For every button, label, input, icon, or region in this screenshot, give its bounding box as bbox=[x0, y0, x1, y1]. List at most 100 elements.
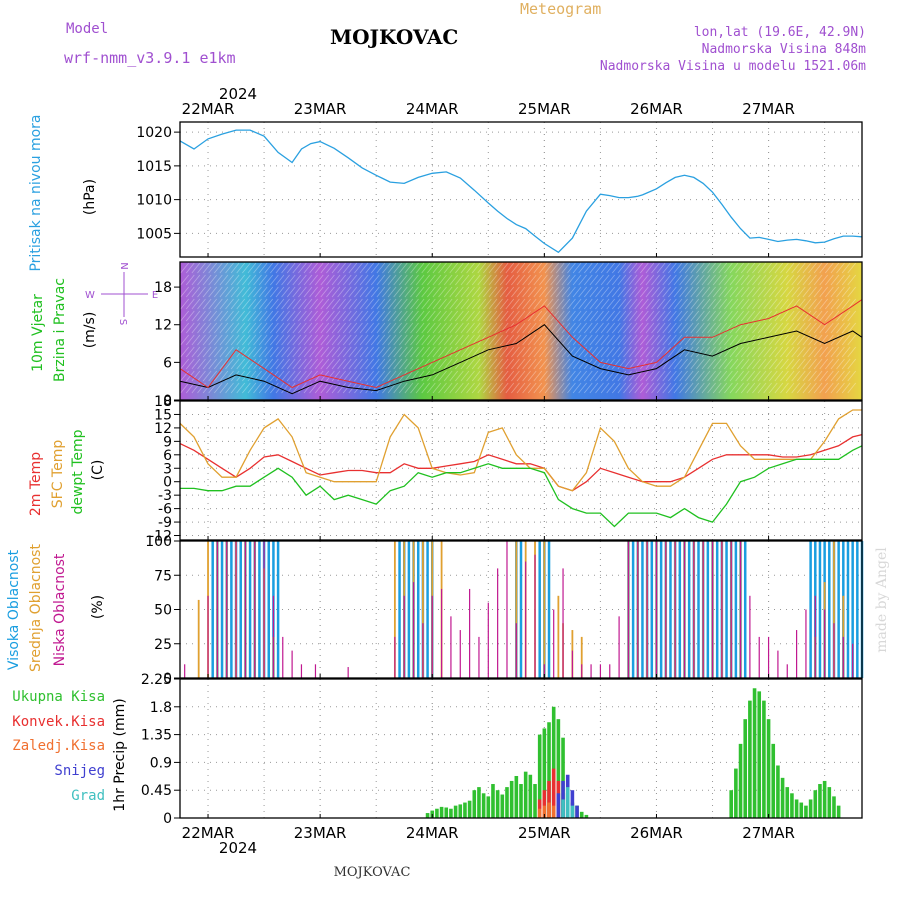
wind-barb bbox=[393, 322, 402, 334]
wind-barb bbox=[595, 286, 604, 298]
cloud-bar-low bbox=[469, 588, 471, 678]
wind-barb bbox=[460, 310, 470, 322]
wind-barb bbox=[494, 370, 503, 382]
wind-barb bbox=[628, 262, 638, 274]
wind-barb bbox=[527, 370, 537, 382]
wind-barb bbox=[208, 358, 218, 370]
wind-barb bbox=[813, 370, 823, 382]
wind-barb bbox=[466, 274, 475, 286]
wind-barb bbox=[202, 346, 212, 358]
wind-barb bbox=[606, 322, 616, 334]
wind-barb bbox=[673, 370, 683, 382]
wind-barb bbox=[303, 334, 313, 346]
wind-barb bbox=[275, 346, 285, 358]
wind-barb bbox=[780, 358, 789, 370]
wind-barb bbox=[398, 334, 408, 346]
wind-barb bbox=[460, 298, 470, 310]
wind-barb bbox=[606, 370, 616, 382]
wind-barb bbox=[729, 334, 739, 346]
wind-barb bbox=[443, 370, 453, 382]
wind-barb bbox=[595, 382, 604, 394]
wind-barb bbox=[393, 286, 402, 298]
wind-barb bbox=[701, 322, 711, 334]
wind-barb bbox=[634, 322, 644, 334]
wind-barb bbox=[595, 298, 604, 310]
wind-barb bbox=[365, 286, 374, 298]
wind-barb bbox=[197, 286, 206, 298]
wind-barb bbox=[774, 370, 784, 382]
wind-barb bbox=[376, 322, 386, 334]
wind-barb bbox=[270, 322, 279, 334]
wind-barb bbox=[432, 346, 442, 358]
model-elevation-info: Nadmorska Visina u modelu 1521.06m bbox=[600, 59, 866, 74]
wind-barb bbox=[342, 346, 352, 358]
wind-barb bbox=[438, 310, 447, 322]
wind-barb bbox=[539, 298, 548, 310]
wind-barb bbox=[191, 298, 201, 310]
wind-barb bbox=[219, 262, 229, 274]
wind-barb bbox=[314, 274, 324, 286]
wind-barb bbox=[847, 358, 857, 370]
wind-barb bbox=[326, 298, 335, 310]
wind-barb bbox=[432, 262, 442, 274]
wind-barb bbox=[757, 310, 767, 322]
wind-barb bbox=[611, 262, 621, 274]
wind-barb bbox=[460, 358, 470, 370]
wind-barb bbox=[337, 298, 346, 310]
wind-barb bbox=[684, 274, 694, 286]
wind-barb bbox=[309, 358, 318, 370]
wind-barb bbox=[735, 358, 744, 370]
wind-barb bbox=[365, 382, 374, 394]
wind-barb bbox=[298, 310, 307, 322]
wind-barb bbox=[712, 370, 722, 382]
wind-barb bbox=[303, 322, 313, 334]
wind-barb bbox=[623, 286, 632, 298]
wind-barb bbox=[298, 298, 307, 310]
cloud-bar-low bbox=[553, 609, 555, 678]
wind-barb bbox=[460, 370, 470, 382]
wind-barb bbox=[488, 274, 498, 286]
wind-barb bbox=[185, 382, 195, 394]
wind-barb bbox=[230, 286, 240, 298]
wind-barb bbox=[623, 370, 632, 382]
wind-barb bbox=[567, 358, 576, 370]
wind-barb bbox=[298, 262, 307, 274]
precip-bar-total bbox=[780, 777, 785, 818]
wind-barb bbox=[813, 310, 823, 322]
wind-barb bbox=[438, 334, 447, 346]
wind-barb bbox=[696, 370, 705, 382]
wind-barb bbox=[314, 370, 324, 382]
wind-barb bbox=[303, 310, 313, 322]
precip-bar-total bbox=[832, 796, 836, 818]
wind-barb bbox=[398, 310, 408, 322]
wind-barb bbox=[808, 346, 817, 358]
wind-barb bbox=[735, 382, 744, 394]
wind-barb bbox=[404, 346, 414, 358]
wind-barb bbox=[802, 274, 812, 286]
wind-barb bbox=[320, 346, 330, 358]
wind-barb bbox=[780, 382, 789, 394]
wind-barb bbox=[185, 286, 195, 298]
wind-barb bbox=[684, 322, 694, 334]
wind-barb bbox=[303, 298, 313, 310]
wind-barb bbox=[342, 382, 352, 394]
wind-barb bbox=[808, 286, 817, 298]
wind-barb bbox=[544, 334, 554, 346]
wind-barb bbox=[679, 274, 688, 286]
wind-barb bbox=[802, 382, 812, 394]
wind-barb bbox=[331, 346, 341, 358]
day-label-top: 22MAR bbox=[182, 100, 235, 118]
wind-barb bbox=[443, 322, 453, 334]
cloud-bar-mid bbox=[580, 636, 583, 678]
wind-barb bbox=[242, 298, 251, 310]
wind-barb bbox=[219, 310, 229, 322]
wind-barb bbox=[555, 346, 565, 358]
day-label-top: 23MAR bbox=[294, 100, 347, 118]
wind-barb bbox=[589, 358, 599, 370]
y-tick-label: 0 bbox=[163, 671, 172, 687]
wind-barb bbox=[679, 334, 688, 346]
precip-bar-total bbox=[453, 805, 458, 818]
wind-barb bbox=[197, 274, 206, 286]
wind-barb bbox=[455, 334, 464, 346]
wind-barb bbox=[320, 262, 330, 274]
